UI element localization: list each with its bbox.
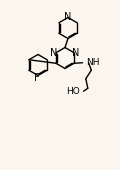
Text: F: F (34, 73, 40, 83)
Text: HO: HO (67, 87, 80, 96)
Text: NH: NH (86, 58, 100, 67)
Text: N: N (50, 48, 58, 58)
Text: N: N (72, 48, 80, 58)
Text: N: N (64, 12, 72, 22)
